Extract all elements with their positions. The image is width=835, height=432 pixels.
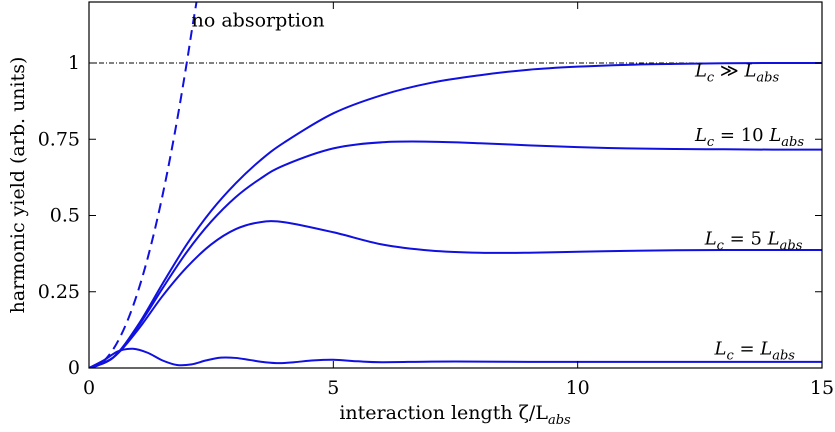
plot-area <box>88 1 823 369</box>
y-tick-label: 0.25 <box>38 281 80 303</box>
x-axis-label: interaction length ζ/Labs <box>339 402 571 428</box>
no-absorption-annotation: no absorption <box>192 9 325 31</box>
x-tick-label: 5 <box>327 377 339 399</box>
x-axis-tick-labels: 0 5 10 15 <box>83 377 834 399</box>
curve-label: Lc = 5 Labs <box>704 228 803 253</box>
series-line-2 <box>89 220 822 368</box>
x-tick-label: 15 <box>810 377 834 399</box>
series-line-4 <box>89 2 198 368</box>
series-line-1 <box>89 140 822 368</box>
y-axis-ticks <box>89 62 822 369</box>
y-tick-label: 0.75 <box>38 128 80 150</box>
y-axis-label: harmonic yield (arb. units) <box>7 57 29 314</box>
y-tick-label: 1 <box>68 52 80 74</box>
series-line-3 <box>89 347 822 368</box>
y-tick-label: 0.5 <box>50 205 80 227</box>
x-axis-label-subscript: abs <box>548 413 571 428</box>
curve-label: Lc = Labs <box>713 338 795 363</box>
curve-label: Lc = 10 Labs <box>694 125 804 150</box>
x-axis-ticks <box>88 2 823 368</box>
plot-background <box>89 2 822 368</box>
y-tick-label: 0 <box>68 357 80 379</box>
plot-frame <box>88 1 823 369</box>
curve-label: Lc ≫ Labs <box>694 61 780 86</box>
x-tick-label: 0 <box>83 377 95 399</box>
series-layer <box>89 2 822 368</box>
series-line-0 <box>89 61 822 368</box>
curve-labels: Lc ≫ Labs Lc = 10 Labs Lc = 5 Labs Lc = Lab… <box>694 61 804 364</box>
x-axis-label-main: interaction length ζ/L <box>339 402 548 424</box>
x-tick-label: 10 <box>566 377 590 399</box>
y-axis-tick-labels: 0 0.25 0.5 0.75 1 <box>38 52 80 379</box>
